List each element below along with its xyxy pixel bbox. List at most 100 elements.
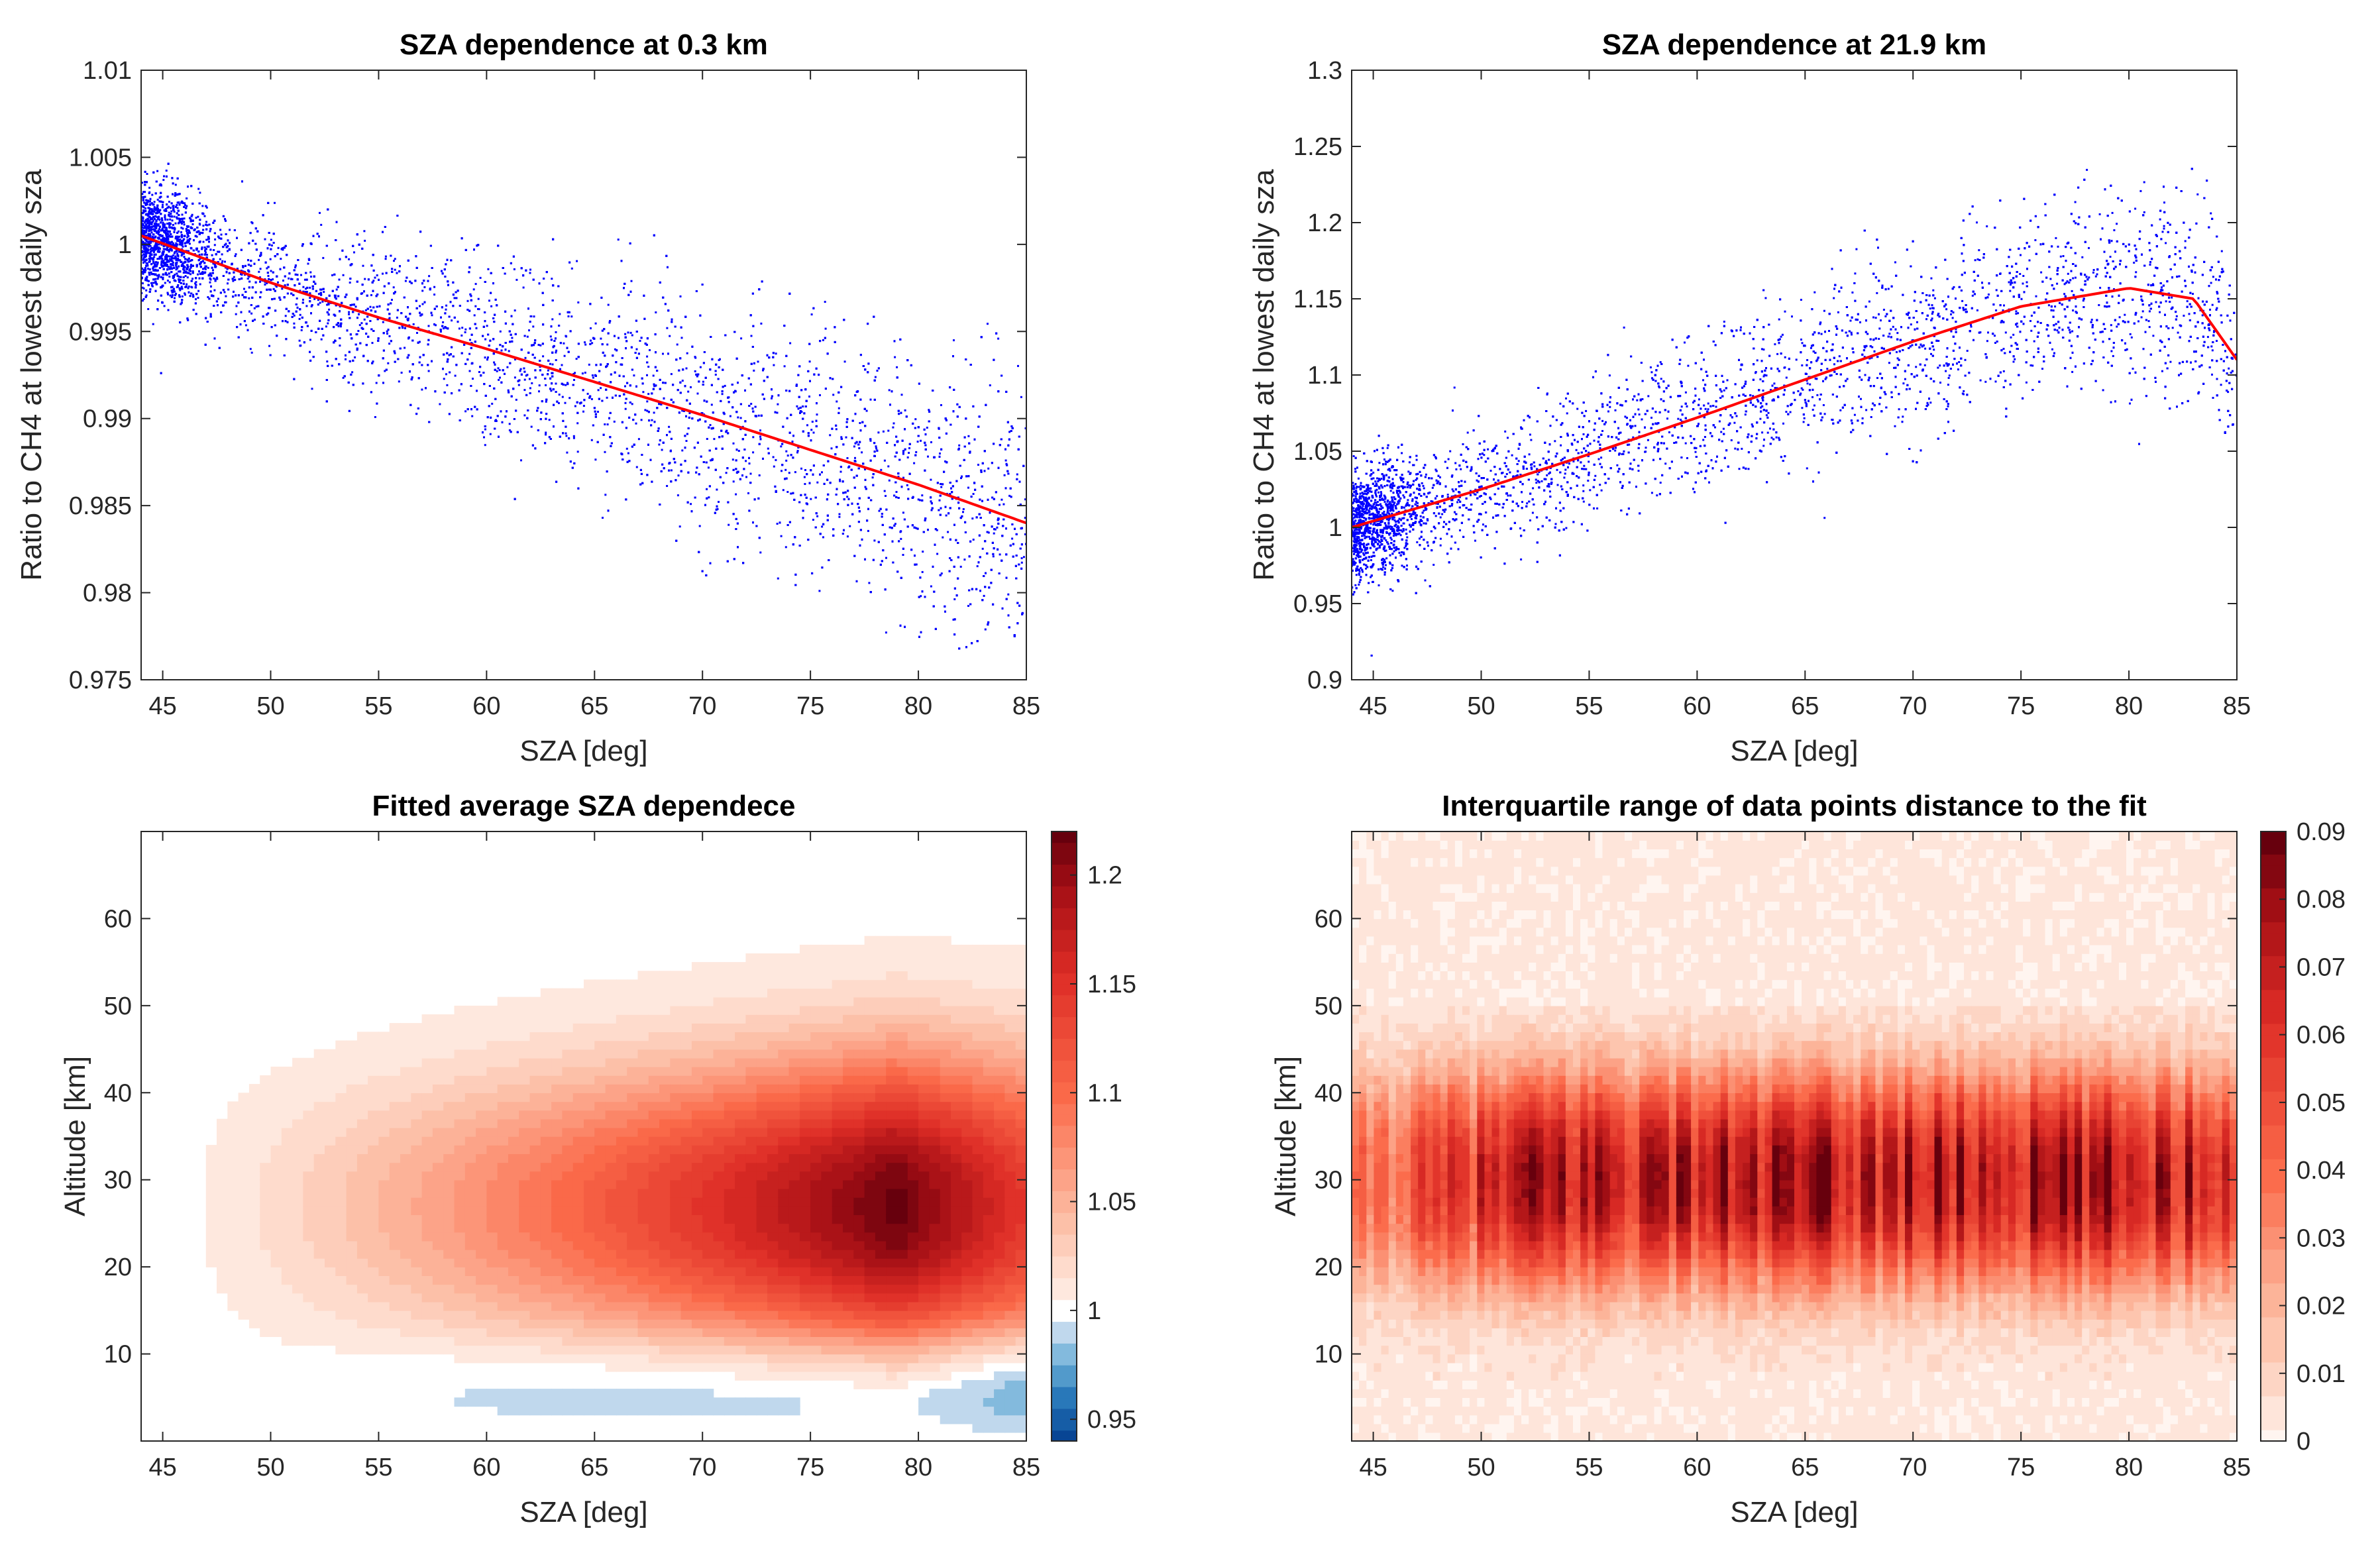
scatter-point (296, 297, 298, 299)
scatter-point (433, 286, 435, 288)
scatter-point (646, 374, 648, 376)
scatter-point (973, 539, 975, 541)
scatter-point (728, 524, 730, 526)
scatter-point (800, 468, 802, 470)
scatter-point (152, 282, 154, 284)
scatter-point (604, 423, 606, 425)
scatter-point (294, 266, 296, 268)
scatter-point (733, 480, 735, 482)
scatter-point (309, 297, 311, 299)
scatter-point (642, 391, 644, 393)
scatter-point (186, 205, 188, 207)
scatter-point (523, 368, 525, 370)
scatter-point (285, 315, 287, 317)
scatter-point (162, 223, 164, 225)
scatter-point (940, 486, 942, 488)
scatter-point (591, 439, 593, 441)
scatter-point (638, 438, 640, 440)
scatter-point (577, 451, 579, 453)
scatter-point (922, 551, 924, 553)
scatter-point (760, 323, 762, 325)
scatter-point (171, 256, 173, 258)
scatter-point (440, 331, 442, 333)
scatter-point (195, 217, 197, 219)
scatter-point (565, 433, 567, 435)
scatter-point (680, 295, 682, 297)
scatter-point (144, 191, 146, 193)
scatter-point (538, 390, 540, 392)
scatter-point (824, 301, 826, 303)
scatter-point (225, 295, 227, 297)
scatter-point (484, 444, 486, 446)
scatter-point (677, 494, 679, 496)
scatter-point (902, 511, 904, 513)
scatter-point (694, 370, 696, 372)
scatter-point (309, 272, 311, 274)
scatter-point (454, 297, 456, 299)
scatter-point (551, 278, 553, 280)
scatter-point (309, 287, 311, 289)
scatter-point (906, 484, 908, 486)
scatter-point (172, 219, 174, 221)
scatter-point (928, 409, 930, 411)
scatter-point (345, 358, 347, 360)
scatter-point (478, 298, 480, 300)
scatter-point (784, 469, 786, 471)
scatter-point (804, 476, 806, 478)
scatter-point (321, 339, 323, 341)
scatter-point (387, 362, 389, 364)
scatter-point (861, 451, 863, 453)
scatter-point (421, 389, 423, 391)
scatter-point (393, 260, 395, 262)
scatter-point (810, 429, 812, 431)
scatter-point (374, 277, 376, 279)
scatter-point (549, 363, 551, 365)
scatter-point (501, 350, 503, 352)
scatter-point (901, 394, 903, 396)
scatter-point (207, 267, 209, 269)
scatter-point (498, 379, 500, 381)
scatter-point (889, 480, 891, 482)
scatter-point (439, 403, 441, 405)
scatter-point (555, 359, 557, 361)
scatter-point (219, 229, 221, 231)
scatter-point (671, 469, 673, 471)
scatter-point (1008, 431, 1010, 433)
scatter-point (646, 410, 648, 412)
scatter-point (539, 345, 541, 347)
scatter-point (595, 323, 597, 325)
scatter-point (896, 366, 898, 368)
scatter-point (509, 423, 511, 425)
scatter-point (260, 268, 262, 270)
scatter-point (178, 236, 180, 238)
scatter-point (584, 372, 586, 374)
scatter-point (931, 509, 933, 511)
scatter-point (209, 231, 211, 233)
scatter-point (474, 314, 476, 316)
scatter-point (591, 342, 593, 344)
scatter-point (816, 515, 818, 517)
scatter-point (624, 333, 626, 335)
scatter-point (461, 327, 463, 329)
scatter-point (179, 290, 181, 292)
scatter-point (600, 338, 602, 340)
scatter-point (993, 555, 995, 557)
scatter-point (971, 517, 973, 519)
scatter-point (590, 340, 592, 342)
scatter-point (394, 352, 396, 354)
scatter-point (810, 498, 812, 500)
scatter-point (354, 356, 356, 358)
scatter-point (478, 308, 480, 310)
scatter-point (1023, 556, 1025, 558)
scatter-point (825, 328, 827, 330)
scatter-point (176, 268, 178, 270)
scatter-point (525, 357, 527, 359)
scatter-point (883, 431, 885, 433)
scatter-point (917, 441, 919, 443)
scatter-point (217, 298, 219, 300)
scatter-point (386, 333, 388, 335)
scatter-point (884, 490, 886, 492)
scatter-point (469, 370, 471, 372)
scatter-point (319, 302, 321, 304)
panel-sza-0p3km: SZA dependence at 0.3 km 45 50 55 60 65 70 75 8… (15, 28, 1040, 767)
